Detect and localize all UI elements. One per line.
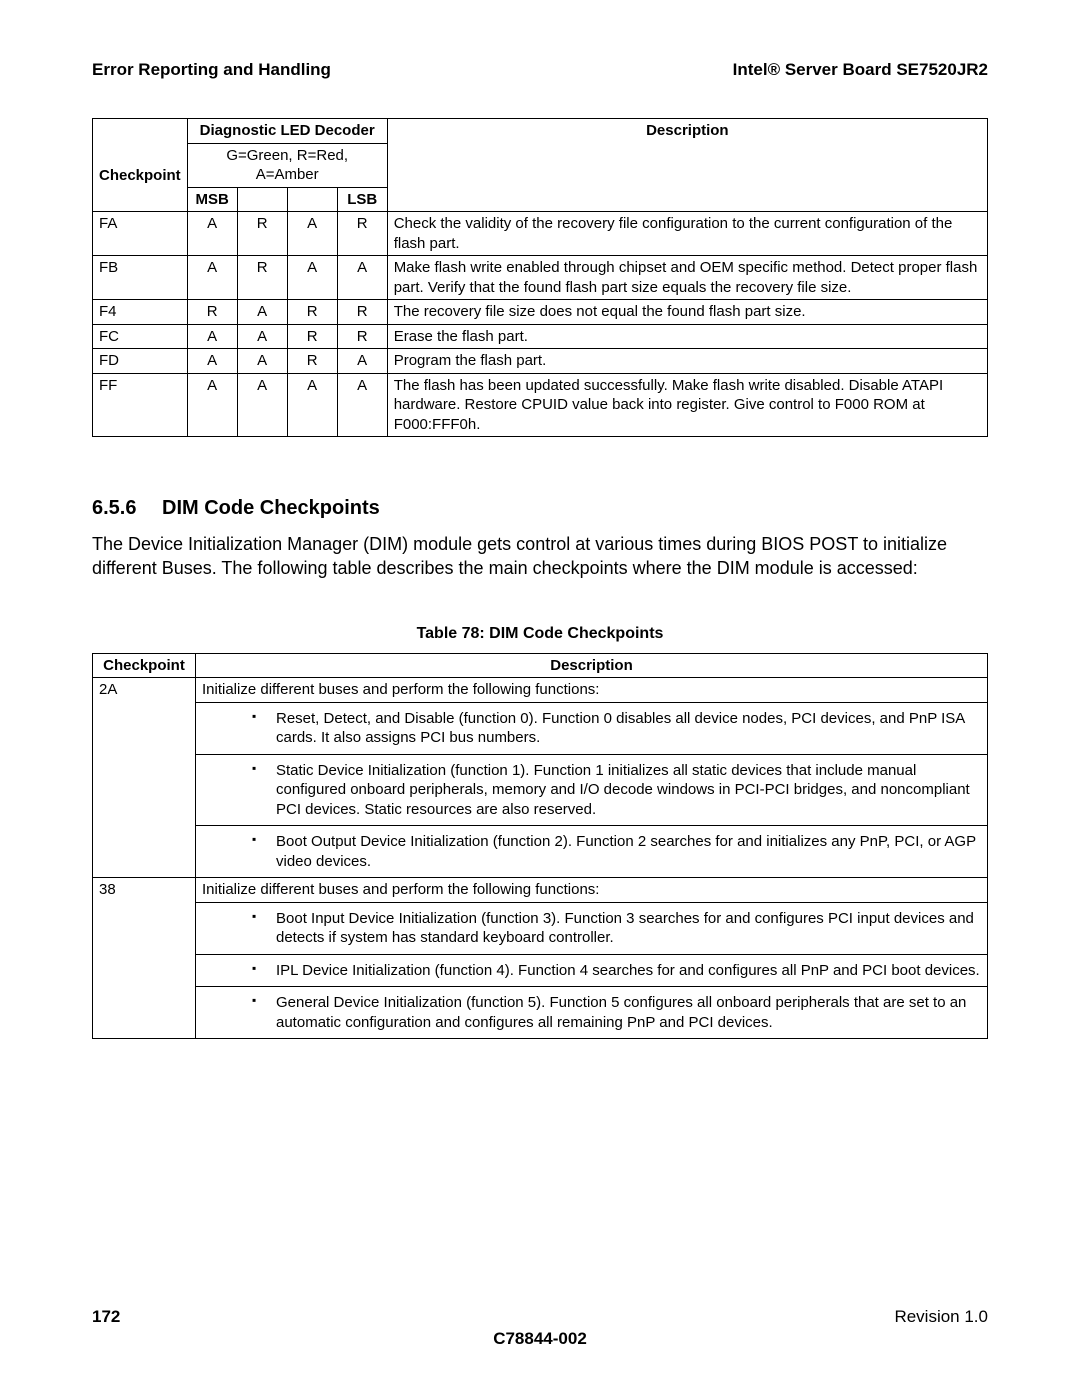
cell-led: A	[187, 373, 237, 437]
cell-led: R	[287, 324, 337, 349]
cell-led: A	[237, 349, 287, 374]
table-row: 38Initialize different buses and perform…	[93, 878, 988, 903]
cell-checkpoint: FD	[93, 349, 188, 374]
cell-led: R	[287, 349, 337, 374]
cell-checkpoint: 38	[93, 878, 196, 1039]
table-row: Boot Input Device Initialization (functi…	[93, 902, 988, 954]
cell-desc: Make flash write enabled through chipset…	[387, 256, 987, 300]
cell-checkpoint: FF	[93, 373, 188, 437]
cell-led: R	[337, 300, 387, 325]
table-row: Boot Output Device Initialization (funct…	[93, 826, 988, 878]
th-checkpoint: Checkpoint	[93, 119, 188, 188]
list-item: IPL Device Initialization (function 4). …	[252, 961, 981, 981]
led-decoder-table: Checkpoint Diagnostic LED Decoder Descri…	[92, 118, 988, 437]
th-diag: Diagnostic LED Decoder	[187, 119, 387, 144]
cell-desc: Check the validity of the recovery file …	[387, 212, 987, 256]
cell-led: A	[337, 256, 387, 300]
table-row: General Device Initialization (function …	[93, 987, 988, 1039]
section-656: 6.5.6 DIM Code Checkpoints The Device In…	[92, 497, 988, 1039]
cell-led: A	[187, 349, 237, 374]
cell-led: A	[187, 256, 237, 300]
page-footer: 172 Revision 1.0 C78844-002	[92, 1307, 988, 1349]
cell-led: A	[337, 373, 387, 437]
cell-led: A	[187, 212, 237, 256]
cell-checkpoint: FC	[93, 324, 188, 349]
cell-bullet: Boot Output Device Initialization (funct…	[196, 826, 988, 878]
cell-bullet: Static Device Initialization (function 1…	[196, 754, 988, 826]
cell-desc: The flash has been updated successfully.…	[387, 373, 987, 437]
cell-led: A	[287, 373, 337, 437]
table-row: FCAARRErase the flash part.	[93, 324, 988, 349]
revision: Revision 1.0	[894, 1307, 988, 1327]
header-right: Intel® Server Board SE7520JR2	[733, 60, 988, 80]
cell-checkpoint: 2A	[93, 678, 196, 878]
table-row: Static Device Initialization (function 1…	[93, 754, 988, 826]
cell-checkpoint: FA	[93, 212, 188, 256]
section-number: 6.5.6	[92, 497, 162, 520]
dim-checkpoints-table: Checkpoint Description 2AInitialize diff…	[92, 653, 988, 1040]
cell-led: R	[287, 300, 337, 325]
cell-led: A	[187, 324, 237, 349]
list-item: General Device Initialization (function …	[252, 993, 981, 1032]
th-legend: G=Green, R=Red, A=Amber	[187, 143, 387, 187]
cell-desc: Erase the flash part.	[387, 324, 987, 349]
cell-bullet: IPL Device Initialization (function 4). …	[196, 954, 988, 987]
header-left: Error Reporting and Handling	[92, 60, 331, 80]
cell-desc: The recovery file size does not equal th…	[387, 300, 987, 325]
cell-intro: Initialize different buses and perform t…	[196, 878, 988, 903]
cell-led: A	[237, 300, 287, 325]
cell-led: A	[287, 256, 337, 300]
list-item: Static Device Initialization (function 1…	[252, 761, 981, 820]
cell-bullet: Reset, Detect, and Disable (function 0).…	[196, 702, 988, 754]
t2-th-checkpoint: Checkpoint	[93, 653, 196, 678]
table-row: 2AInitialize different buses and perform…	[93, 678, 988, 703]
cell-led: A	[237, 324, 287, 349]
cell-intro: Initialize different buses and perform t…	[196, 678, 988, 703]
th-lsb: LSB	[337, 187, 387, 212]
page-header: Error Reporting and Handling Intel® Serv…	[92, 60, 988, 80]
cell-led: R	[337, 212, 387, 256]
list-item: Boot Output Device Initialization (funct…	[252, 832, 981, 871]
cell-led: R	[337, 324, 387, 349]
table-row: FBARAAMake flash write enabled through c…	[93, 256, 988, 300]
cell-led: A	[337, 349, 387, 374]
cell-bullet: Boot Input Device Initialization (functi…	[196, 902, 988, 954]
cell-bullet: General Device Initialization (function …	[196, 987, 988, 1039]
doc-number: C78844-002	[92, 1329, 988, 1349]
cell-led: R	[237, 212, 287, 256]
cell-checkpoint: F4	[93, 300, 188, 325]
table-row: FAARARCheck the validity of the recovery…	[93, 212, 988, 256]
th-msb: MSB	[187, 187, 237, 212]
cell-led: R	[187, 300, 237, 325]
cell-led: A	[287, 212, 337, 256]
th-desc: Description	[387, 119, 987, 212]
section-title: DIM Code Checkpoints	[162, 497, 380, 520]
cell-desc: Program the flash part.	[387, 349, 987, 374]
list-item: Boot Input Device Initialization (functi…	[252, 909, 981, 948]
page-number: 172	[92, 1307, 120, 1327]
table-row: Reset, Detect, and Disable (function 0).…	[93, 702, 988, 754]
list-item: Reset, Detect, and Disable (function 0).…	[252, 709, 981, 748]
section-body: The Device Initialization Manager (DIM) …	[92, 532, 988, 581]
table-row: IPL Device Initialization (function 4). …	[93, 954, 988, 987]
cell-led: A	[237, 373, 287, 437]
table-row: FFAAAAThe flash has been updated success…	[93, 373, 988, 437]
cell-led: R	[237, 256, 287, 300]
table-row: FDAARAProgram the flash part.	[93, 349, 988, 374]
cell-checkpoint: FB	[93, 256, 188, 300]
table2-caption: Table 78: DIM Code Checkpoints	[92, 625, 988, 643]
table-row: F4RARRThe recovery file size does not eq…	[93, 300, 988, 325]
t2-th-desc: Description	[196, 653, 988, 678]
